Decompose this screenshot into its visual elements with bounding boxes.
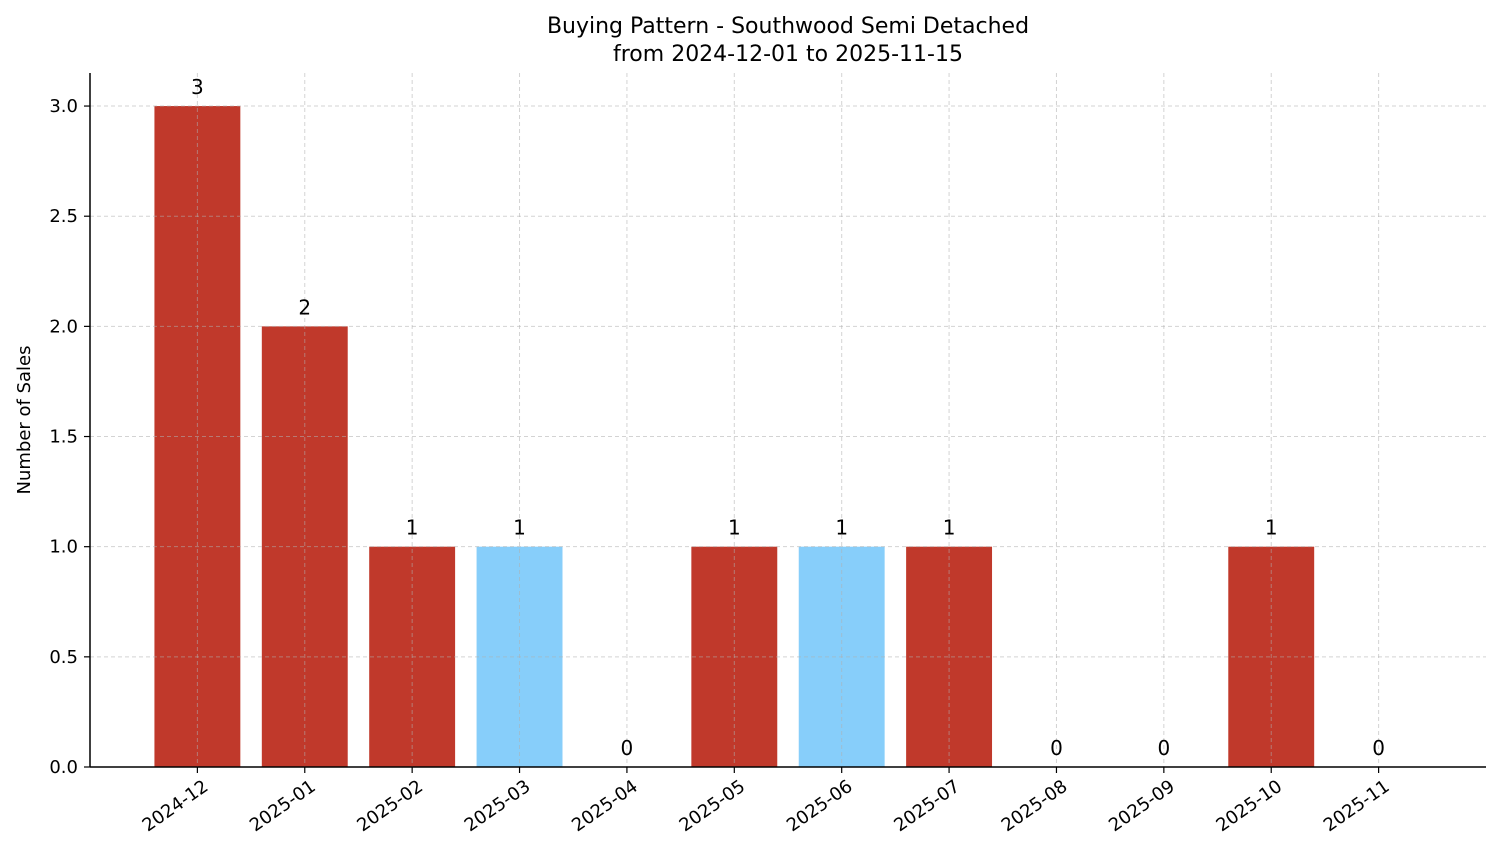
data-label: 1	[513, 516, 526, 540]
y-tick-label: 2.0	[49, 316, 78, 337]
y-tick-label: 3.0	[49, 96, 78, 117]
x-tick-label: 2025-10	[1212, 776, 1286, 836]
chart-title: Buying Pattern - Southwood Semi Detached	[547, 14, 1029, 39]
x-tick-label: 2025-02	[353, 776, 427, 836]
data-label: 1	[406, 516, 419, 540]
data-label: 1	[1265, 516, 1278, 540]
data-label: 1	[835, 516, 848, 540]
data-label: 2	[298, 295, 311, 319]
y-tick-label: 2.5	[49, 206, 78, 227]
x-tick-label: 2025-05	[676, 776, 750, 836]
y-tick-label: 0.0	[49, 757, 78, 778]
x-tick-label: 2025-07	[890, 776, 964, 836]
x-tick-label: 2025-09	[1105, 776, 1179, 836]
data-label: 1	[943, 516, 956, 540]
y-tick-label: 0.5	[49, 647, 78, 668]
data-label: 0	[621, 736, 634, 760]
x-tick-label: 2025-03	[461, 776, 535, 836]
data-label: 1	[728, 516, 741, 540]
data-label: 0	[1050, 736, 1063, 760]
chart-subtitle: from 2024-12-01 to 2025-11-15	[613, 42, 963, 67]
x-tick-label: 2025-08	[998, 776, 1072, 836]
y-tick-label: 1.0	[49, 537, 78, 558]
data-label: 0	[1372, 736, 1385, 760]
data-label: 3	[191, 75, 204, 99]
data-label: 0	[1157, 736, 1170, 760]
x-tick-label: 2024-12	[139, 776, 213, 836]
x-tick-label: 2025-01	[246, 776, 320, 836]
x-tick-label: 2025-06	[783, 776, 857, 836]
x-tick-label: 2025-11	[1320, 776, 1394, 836]
x-tick-label: 2025-04	[568, 776, 642, 836]
bar-2025-01	[261, 326, 348, 767]
y-axis-label: Number of Sales	[14, 345, 35, 494]
y-tick-label: 1.5	[49, 427, 78, 448]
